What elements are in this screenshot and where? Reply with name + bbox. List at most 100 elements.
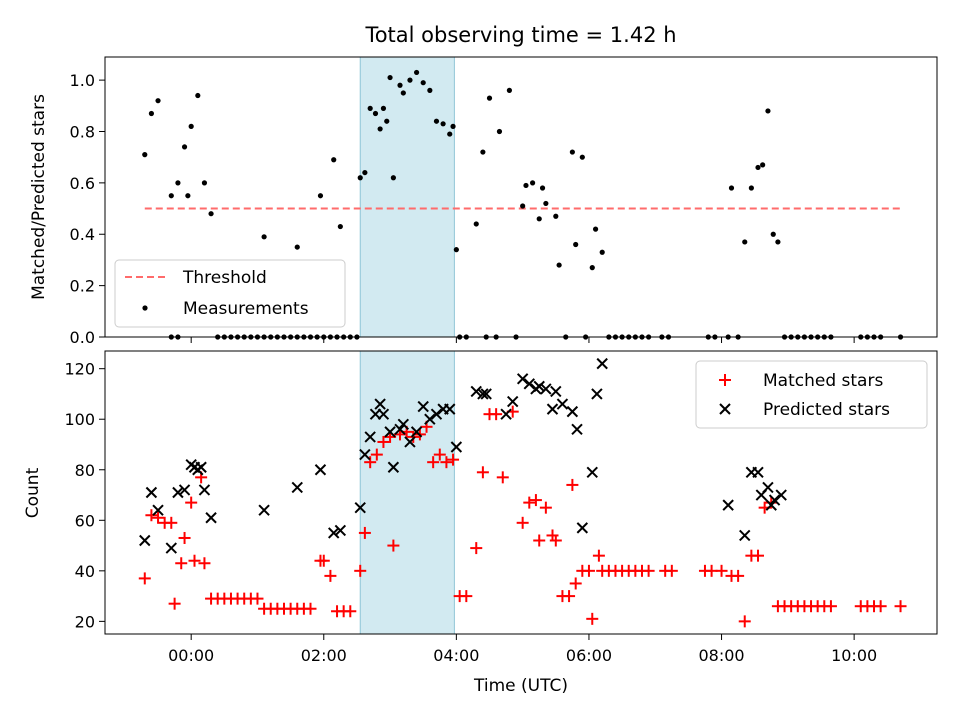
predicted-star-point <box>364 431 376 443</box>
predicted-star-point <box>410 426 423 438</box>
top-legend-box <box>114 259 346 328</box>
measurement-point <box>367 105 373 111</box>
predicted-star-point <box>477 388 489 400</box>
predicted-star-point <box>550 385 562 398</box>
y-tick-label: 0.0 <box>70 328 95 347</box>
predicted-star-point <box>566 405 579 418</box>
predicted-star-point <box>752 466 764 478</box>
predicted-star-point <box>591 388 603 400</box>
measurement-point <box>523 182 529 189</box>
matched-star-point <box>665 564 678 577</box>
measurement-point <box>384 118 390 124</box>
predicted-star-point <box>596 357 608 370</box>
predicted-star-point <box>291 481 303 494</box>
measurement-point <box>765 108 771 114</box>
measurement-point <box>506 87 512 93</box>
matched-star-point <box>549 534 562 547</box>
matched-star-point <box>738 615 751 628</box>
matched-star-point <box>387 539 400 552</box>
measurement-point <box>155 98 161 104</box>
matched-star-point <box>566 478 579 491</box>
matched-star-point <box>539 501 552 514</box>
measurement-point <box>473 221 479 227</box>
measurement-point <box>496 128 503 135</box>
matched-star-point <box>433 448 446 461</box>
matched-star-point <box>407 430 420 443</box>
matched-star-point <box>317 554 330 567</box>
y-tick-label: 20 <box>75 612 95 631</box>
predicted-star-point <box>768 494 781 506</box>
measurement-point <box>520 203 526 209</box>
matched-star-point <box>440 456 453 469</box>
measurement-point <box>142 152 148 158</box>
measurement-point <box>748 185 754 191</box>
measurement-point <box>450 123 456 129</box>
matched-star-point <box>447 453 460 466</box>
predicted-star-point <box>374 398 386 410</box>
top-y-axis-label: Matched/Predicted stars <box>29 94 49 300</box>
matched-star-point <box>165 516 178 529</box>
matched-star-point <box>642 564 655 577</box>
measurement-point <box>480 149 486 155</box>
predicted-star-point <box>258 504 270 516</box>
matched-star-point <box>529 494 542 507</box>
matched-star-point <box>874 600 887 613</box>
legend-measurements-label: Measurements <box>183 299 309 319</box>
measurement-point <box>760 162 766 168</box>
bottom-legend-box <box>695 360 928 429</box>
measurement-point <box>181 144 188 150</box>
x-tick-label: 04:00 <box>433 646 479 665</box>
matched-stars-points <box>138 405 907 628</box>
y-tick-label: 1.0 <box>70 71 95 90</box>
measurement-point <box>539 185 546 191</box>
predicted-star-point <box>384 426 396 438</box>
predicted-star-point <box>424 413 436 425</box>
x-tick-label: 02:00 <box>301 646 347 665</box>
matched-star-point <box>516 516 529 529</box>
measurement-point <box>377 126 383 132</box>
measurement-point <box>201 180 208 186</box>
matched-star-point <box>476 466 489 479</box>
matched-star-point <box>344 605 357 618</box>
predicted-star-point <box>450 441 463 453</box>
predicted-stars-points <box>139 357 787 554</box>
measurement-point <box>427 87 433 93</box>
matched-star-point <box>824 600 837 613</box>
predicted-star-point <box>722 499 734 511</box>
top-x-axis <box>190 337 855 343</box>
y-tick-label: 40 <box>75 562 95 581</box>
matched-star-point <box>427 456 440 469</box>
matched-star-point <box>523 496 536 509</box>
measurement-point <box>573 241 579 248</box>
matched-star-point <box>460 590 473 603</box>
measurement-point <box>589 265 595 271</box>
measurement-point <box>742 239 748 245</box>
y-tick-label: 0.4 <box>70 225 95 244</box>
measurement-point <box>420 80 426 86</box>
predicted-star-point <box>198 484 211 496</box>
measurement-point <box>592 226 599 232</box>
predicted-star-point <box>533 380 545 393</box>
matched-star-point <box>586 612 599 625</box>
matched-star-point <box>592 549 605 562</box>
matched-star-point <box>894 600 907 613</box>
predicted-star-point <box>739 529 751 542</box>
x-tick-label: 00:00 <box>168 646 214 665</box>
matched-star-point <box>304 602 317 615</box>
measurement-point <box>530 180 536 186</box>
measurement-point <box>372 110 379 117</box>
measurement-point <box>553 213 559 219</box>
predicted-star-point <box>507 395 519 408</box>
measurement-point <box>390 175 396 181</box>
top-legend: Threshold Measurements <box>114 259 346 328</box>
matched-star-point <box>370 448 383 461</box>
measurement-point <box>337 223 343 230</box>
predicted-star-point <box>359 448 371 461</box>
predicted-star-point <box>546 403 559 415</box>
predicted-star-point <box>444 403 456 415</box>
measurement-point <box>387 74 393 81</box>
y-tick-label: 0.8 <box>70 122 95 141</box>
predicted-star-point <box>417 400 429 413</box>
top-y-axis: 0.0 0.2 0.4 0.6 0.8 1.0 <box>70 71 105 347</box>
measurement-point <box>556 262 562 268</box>
